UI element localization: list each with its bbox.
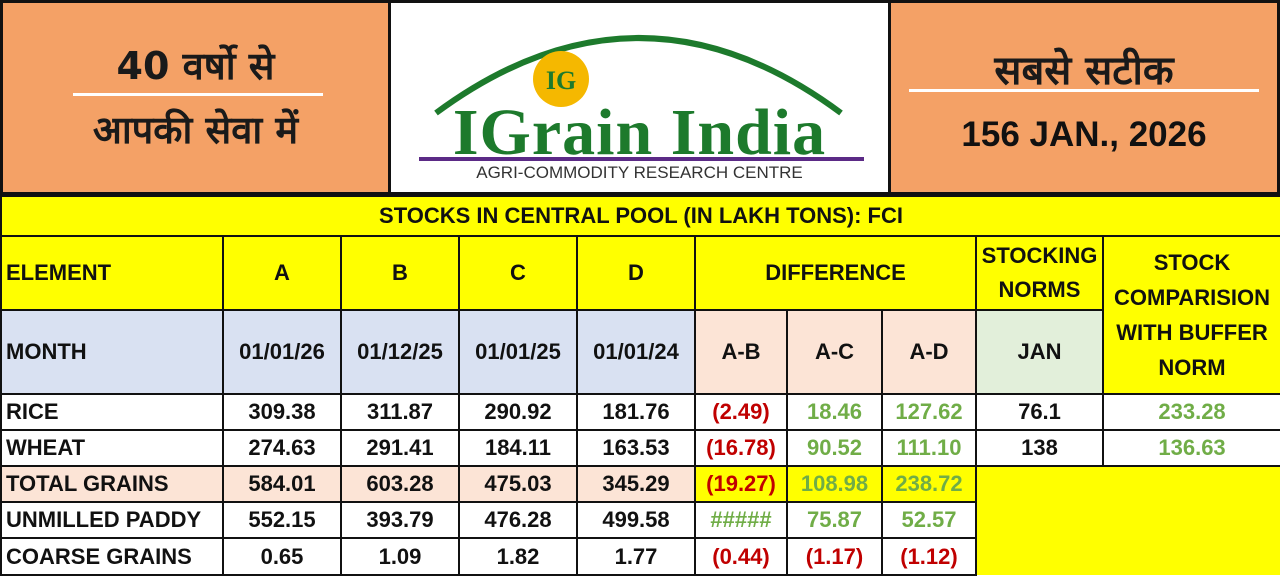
table-row: WHEAT 274.63 291.41 184.11 163.53 (16.78… [0, 429, 1280, 467]
table-row: RICE 309.38 311.87 290.92 181.76 (2.49) … [0, 393, 1280, 431]
header-d: D [576, 235, 696, 311]
cell-a: 274.63 [222, 429, 342, 467]
table-row: TOTAL GRAINS 584.01 603.28 475.03 345.29… [0, 465, 1280, 575]
cell-a-d: 127.62 [881, 393, 977, 431]
logo-underline [419, 157, 864, 161]
logo-title: IGrain India [452, 96, 827, 169]
cell-c: 184.11 [458, 429, 578, 467]
cell-c: 1.82 [458, 537, 578, 576]
slogan-years-of-service: 40 वर्षो से [116, 44, 275, 88]
edition-date: 156 JAN., 2026 [961, 115, 1207, 154]
cell-a-b: (16.78) [694, 429, 788, 467]
cell-b: 291.41 [340, 429, 460, 467]
cell-b: 393.79 [340, 501, 460, 539]
cell-d: 499.58 [576, 501, 696, 539]
header-buffer-comparison: STOCK COMPARISION WITH BUFFER NORM [1101, 235, 1280, 395]
cell-norm: 138 [975, 429, 1104, 467]
logo-badge-text: IG [546, 66, 576, 95]
right-divider [909, 89, 1259, 92]
cell-a-c: 90.52 [786, 429, 883, 467]
cell-a: 0.65 [222, 537, 342, 576]
cell-a-d: (1.12) [881, 537, 977, 576]
row-element: UNMILLED PADDY [0, 501, 224, 539]
slogan-most-accurate: सबसे सटीक [994, 48, 1174, 94]
cell-a-c: (1.17) [786, 537, 883, 576]
cell-a-b: (0.44) [694, 537, 788, 576]
slogan-divider [73, 93, 323, 96]
table-row: COARSE GRAINS 0.65 1.09 1.82 1.77 (0.44)… [0, 537, 1280, 576]
row-element: COARSE GRAINS [0, 537, 224, 576]
cell-a-d: 111.10 [881, 429, 977, 467]
month-label: MONTH [0, 309, 224, 395]
cell-a: 309.38 [222, 393, 342, 431]
table-title: STOCKS IN CENTRAL POOL (IN LAKH TONS): F… [0, 195, 1280, 237]
slogan-at-your-service: आपकी सेवा में [92, 108, 299, 152]
cell-b: 1.09 [340, 537, 460, 576]
logo-arc-graphic: IG [434, 35, 843, 116]
cell-a-b: ##### [694, 501, 788, 539]
cell-d: 345.29 [576, 465, 696, 503]
cell-c: 476.28 [458, 501, 578, 539]
table-row: UNMILLED PADDY 552.15 393.79 476.28 499.… [0, 501, 1280, 539]
cell-c: 475.03 [458, 465, 578, 503]
month-a: 01/01/26 [222, 309, 342, 395]
logo-panel: IG IGrain India AGRI-COMMODITY RESEARCH … [391, 3, 888, 192]
cell-comparison: 233.28 [1101, 393, 1280, 431]
month-a-c: A-C [786, 309, 883, 395]
cell-a: 552.15 [222, 501, 342, 539]
cell-d: 181.76 [576, 393, 696, 431]
row-element: TOTAL GRAINS [0, 465, 224, 503]
right-slogan-panel: सबसे सटीक 156 JAN., 2026 [891, 3, 1277, 192]
month-c: 01/01/25 [458, 309, 578, 395]
cell-d: 1.77 [576, 537, 696, 576]
header-element: ELEMENT [0, 235, 224, 311]
cell-a-c: 75.87 [786, 501, 883, 539]
header-a: A [222, 235, 342, 311]
cell-b: 311.87 [340, 393, 460, 431]
cell-a-b: (19.27) [694, 465, 788, 503]
empty-yellow-block [974, 465, 1280, 575]
cell-a-d: 238.72 [881, 465, 977, 503]
cell-a-d: 52.57 [881, 501, 977, 539]
cell-comparison: 136.63 [1101, 429, 1280, 467]
cell-c: 290.92 [458, 393, 578, 431]
header-c: C [458, 235, 578, 311]
cell-a-c: 108.98 [786, 465, 883, 503]
cell-a-b: (2.49) [694, 393, 788, 431]
left-slogan-panel: 40 वर्षो से आपकी सेवा में [3, 3, 388, 192]
cell-d: 163.53 [576, 429, 696, 467]
header-b: B [340, 235, 460, 311]
header-difference: DIFFERENCE [694, 235, 977, 311]
cell-norm: 76.1 [975, 393, 1104, 431]
month-a-d: A-D [881, 309, 977, 395]
month-b: 01/12/25 [340, 309, 460, 395]
central-pool-stocks-table: STOCKS IN CENTRAL POOL (IN LAKH TONS): F… [0, 195, 1280, 576]
row-element: RICE [0, 393, 224, 431]
cell-a-c: 18.46 [786, 393, 883, 431]
header-band: 40 वर्षो से आपकी सेवा में IG IGrain Indi… [0, 0, 1280, 195]
month-a-b: A-B [694, 309, 788, 395]
month-norm: JAN [975, 309, 1104, 395]
cell-a: 584.01 [222, 465, 342, 503]
month-d: 01/01/24 [576, 309, 696, 395]
row-element: WHEAT [0, 429, 224, 467]
header-stocking-norms: STOCKING NORMS [975, 235, 1104, 311]
cell-b: 603.28 [340, 465, 460, 503]
logo-subtitle: AGRI-COMMODITY RESEARCH CENTRE [476, 163, 803, 182]
